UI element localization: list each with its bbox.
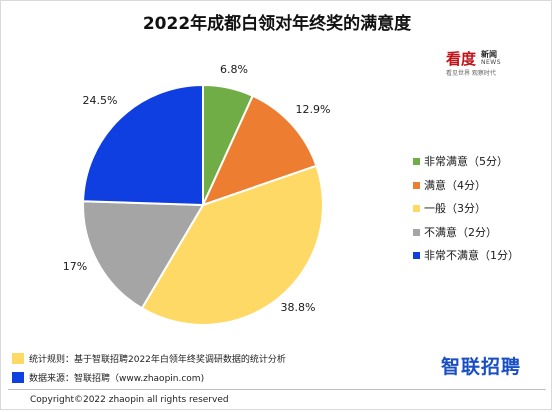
legend-label-1: 非常满意（5分）	[424, 155, 508, 168]
kandu-news-logo: 看度 新闻 NEWS 看见世界 观察时代	[446, 48, 516, 82]
legend-label-5: 非常不满意（1分）	[424, 249, 519, 262]
pie-data-label-2: 12.9%	[296, 103, 331, 116]
legend-label-4: 不满意（2分）	[424, 225, 497, 239]
brand-subtitle: 看见世界 观察时代	[446, 70, 496, 77]
note-rule: 统计规则：基于智联招聘2022年白领年终奖调研数据的统计分析	[12, 352, 286, 365]
chart-title: 2022年成都白领对年终奖的满意度	[142, 14, 412, 34]
legend-swatch-4	[413, 228, 420, 236]
note-source-text: 数据来源：智联招聘（www.zhaopin.com)	[29, 374, 205, 384]
note-rule-text: 统计规则：基于智联招聘2022年白领年终奖调研数据的统计分析	[29, 355, 286, 365]
pie-data-label-4: 17%	[63, 260, 87, 273]
copyright-text: Copyright©2022 zhaopin all rights reserv…	[30, 395, 229, 405]
brand-main-text: 看度	[446, 50, 477, 68]
pie-slice-5	[82, 83, 204, 207]
legend-swatch-5	[413, 252, 420, 259]
pie-slice-2	[201, 94, 318, 207]
note-rule-swatch	[12, 353, 24, 364]
legend-swatch-1	[413, 158, 420, 165]
legend-swatch-2	[413, 181, 420, 189]
pie-data-label-1: 6.8%	[220, 63, 248, 76]
pie-slice-3	[140, 164, 324, 326]
legend-label-3: 一般（3分）	[424, 202, 486, 215]
pie-slice-4	[82, 200, 205, 310]
pie-data-label-3: 38.8%	[281, 301, 316, 314]
note-source: 数据来源：智联招聘（www.zhaopin.com)	[12, 371, 204, 384]
brand-news-cn: 新闻	[481, 50, 497, 59]
brand-news-en: NEWS	[481, 59, 502, 66]
legend-label-2: 满意（4分）	[424, 178, 486, 192]
note-source-swatch	[12, 372, 24, 383]
zhaopin-logo: 智联招聘	[441, 356, 522, 378]
legend-swatch-3	[413, 205, 420, 212]
pie-data-label-5: 24.5%	[83, 94, 118, 107]
footer-divider	[8, 389, 546, 390]
